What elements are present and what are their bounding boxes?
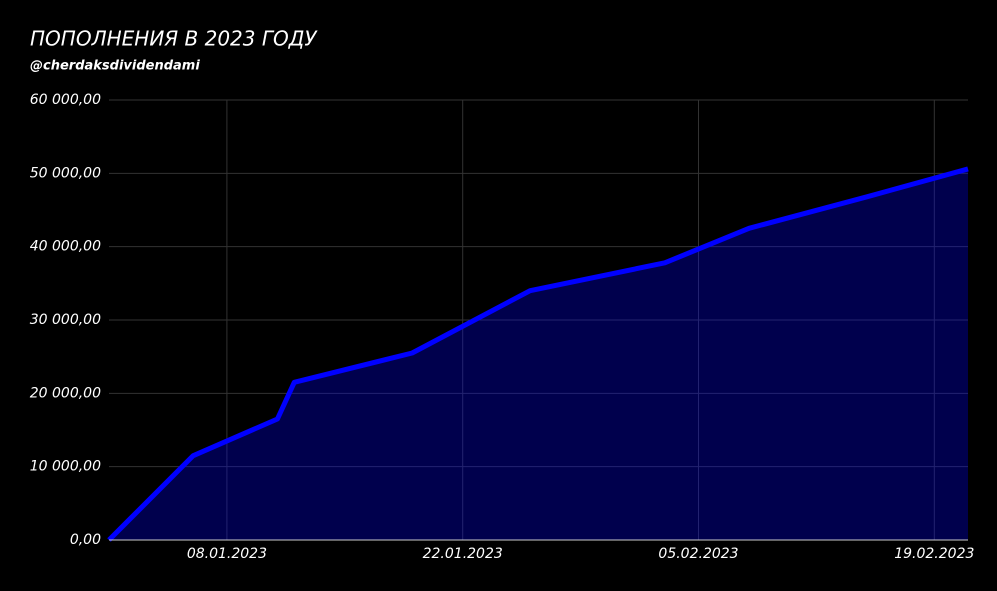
line xyxy=(107,166,969,542)
chart-title: ПОПОЛНЕНИЯ В 2023 ГОДУ xyxy=(30,27,318,51)
area xyxy=(109,168,968,540)
y-tick-label: 0,00 xyxy=(70,532,101,548)
x-tick-label: 08.01.2023 xyxy=(187,546,267,562)
x-tick-label: 19.02.2023 xyxy=(894,546,974,562)
y-tick-label: 50 000,00 xyxy=(30,165,101,181)
y-tick-label: 60 000,00 xyxy=(30,92,101,108)
y-tick-label: 40 000,00 xyxy=(30,239,101,255)
y-tick-label: 10 000,00 xyxy=(30,459,101,475)
x-tick-label: 05.02.2023 xyxy=(658,546,738,562)
chart-subtitle: @cherdaksdividendami xyxy=(30,59,200,74)
y-tick-label: 30 000,00 xyxy=(30,312,101,328)
x-tick-label: 22.01.2023 xyxy=(423,546,503,562)
y-tick-label: 20 000,00 xyxy=(30,385,101,401)
